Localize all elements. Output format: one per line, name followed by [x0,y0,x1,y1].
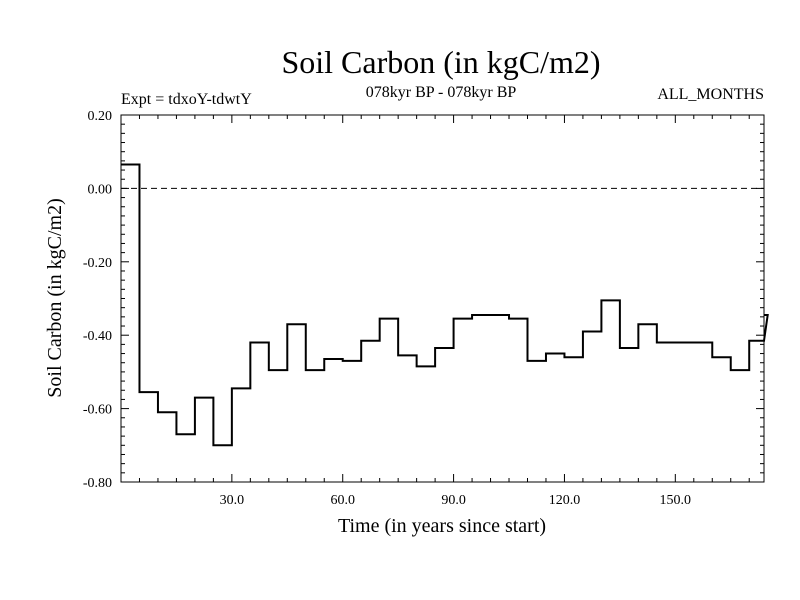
x-tick-label: 90.0 [441,493,466,508]
y-tick-label: 0.20 [88,109,113,124]
expt-label: Expt = tdxoY-tdwtY [121,91,252,108]
y-tick-label: 0.00 [88,182,113,197]
x-tick-label: 30.0 [220,493,245,508]
chart-title: Soil Carbon (in kgC/m2) [281,44,600,80]
y-axis-ticks: 0.20 0.00 -0.20 -0.40 -0.60 -0.80 [83,109,764,491]
series-line-soil-carbon [121,163,769,447]
x-axis-label: Time (in years since start) [338,515,546,537]
x-tick-label: 60.0 [330,493,355,508]
y-axis-label: Soil Carbon (in kgC/m2) [44,198,66,397]
y-tick-label: -0.20 [83,256,112,271]
months-label: ALL_MONTHS [657,86,764,103]
plot-frame [120,114,765,483]
x-tick-label: 120.0 [549,493,581,508]
period-subtitle: 078kyr BP - 078kyr BP [366,84,517,101]
x-axis-ticks: 30.0 60.0 90.0 120.0 150.0 [138,115,750,508]
y-tick-label: -0.60 [83,403,112,418]
y-tick-label: -0.80 [83,476,112,491]
x-tick-label: 150.0 [660,493,692,508]
y-tick-label: -0.40 [83,329,112,344]
